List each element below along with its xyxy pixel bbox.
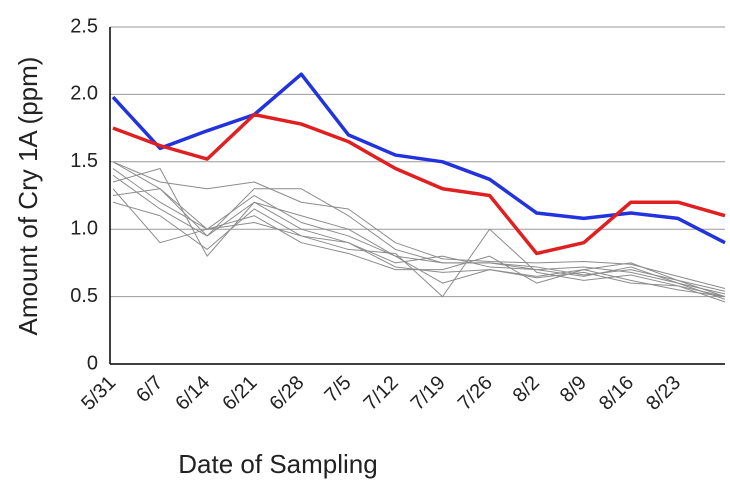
x-tick-label: 8/9 — [556, 372, 591, 407]
y-axis-title: Amount of Cry 1A (ppm) — [13, 57, 43, 336]
x-tick-label: 6/7 — [132, 372, 167, 407]
y-tick-label: 2.5 — [70, 15, 98, 37]
y-tick-label: 1.5 — [70, 150, 98, 172]
x-tick-label: 8/16 — [595, 372, 638, 415]
data-line — [111, 72, 726, 245]
x-tick-label: 7/19 — [407, 372, 450, 415]
y-tick-label: 2.0 — [70, 83, 98, 105]
x-axis-title: Date of Sampling — [178, 449, 377, 479]
x-tick-label: 6/14 — [171, 372, 214, 415]
x-tick-label: 7/5 — [320, 372, 355, 407]
data-line — [112, 161, 726, 289]
x-tick-label: 7/26 — [454, 372, 497, 415]
x-tick-label: 7/12 — [360, 372, 403, 415]
data-line — [112, 188, 726, 298]
data-line — [112, 174, 726, 292]
x-tick-label: 6/28 — [265, 372, 308, 415]
x-tick-label: 5/31 — [77, 372, 120, 415]
x-tick-label: 8/2 — [509, 372, 544, 407]
data-line — [112, 201, 726, 303]
x-tick-label: 8/23 — [642, 372, 685, 415]
x-tick-label: 6/21 — [218, 372, 261, 415]
y-tick-label: 0.5 — [70, 285, 98, 307]
y-tick-label: 1.0 — [70, 217, 98, 239]
data-line — [112, 112, 726, 256]
data-line — [112, 168, 726, 298]
y-tick-label: 0 — [87, 352, 98, 374]
data-line — [112, 188, 726, 298]
